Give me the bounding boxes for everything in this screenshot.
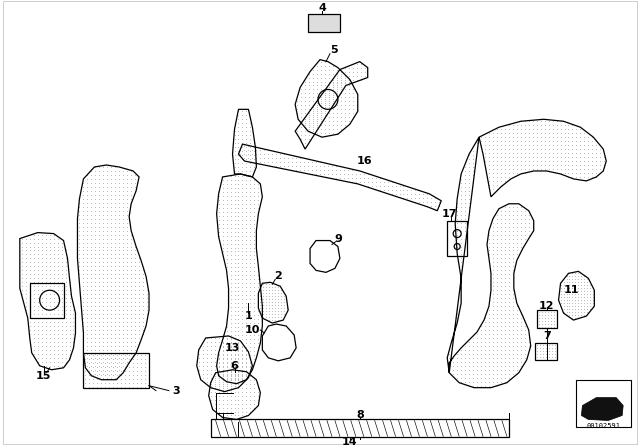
Text: 17: 17 — [442, 209, 457, 219]
Text: 7: 7 — [543, 331, 550, 341]
Text: 9: 9 — [334, 233, 342, 244]
Text: 3: 3 — [172, 386, 180, 396]
Text: 15: 15 — [36, 371, 51, 381]
Text: 1: 1 — [244, 311, 252, 321]
Polygon shape — [581, 397, 623, 421]
Text: 6: 6 — [230, 361, 239, 371]
Text: 00102591: 00102591 — [586, 423, 620, 430]
Text: 2: 2 — [275, 271, 282, 281]
Text: 4: 4 — [318, 3, 326, 13]
Text: 12: 12 — [539, 301, 554, 311]
Polygon shape — [308, 14, 340, 32]
Text: 8: 8 — [356, 410, 364, 421]
Text: 5: 5 — [330, 45, 338, 55]
Text: 16: 16 — [357, 156, 372, 166]
Text: 11: 11 — [564, 285, 579, 295]
Text: 10: 10 — [244, 325, 260, 335]
Bar — [577, 380, 631, 427]
Text: 13: 13 — [225, 343, 240, 353]
Text: 14: 14 — [342, 437, 358, 448]
